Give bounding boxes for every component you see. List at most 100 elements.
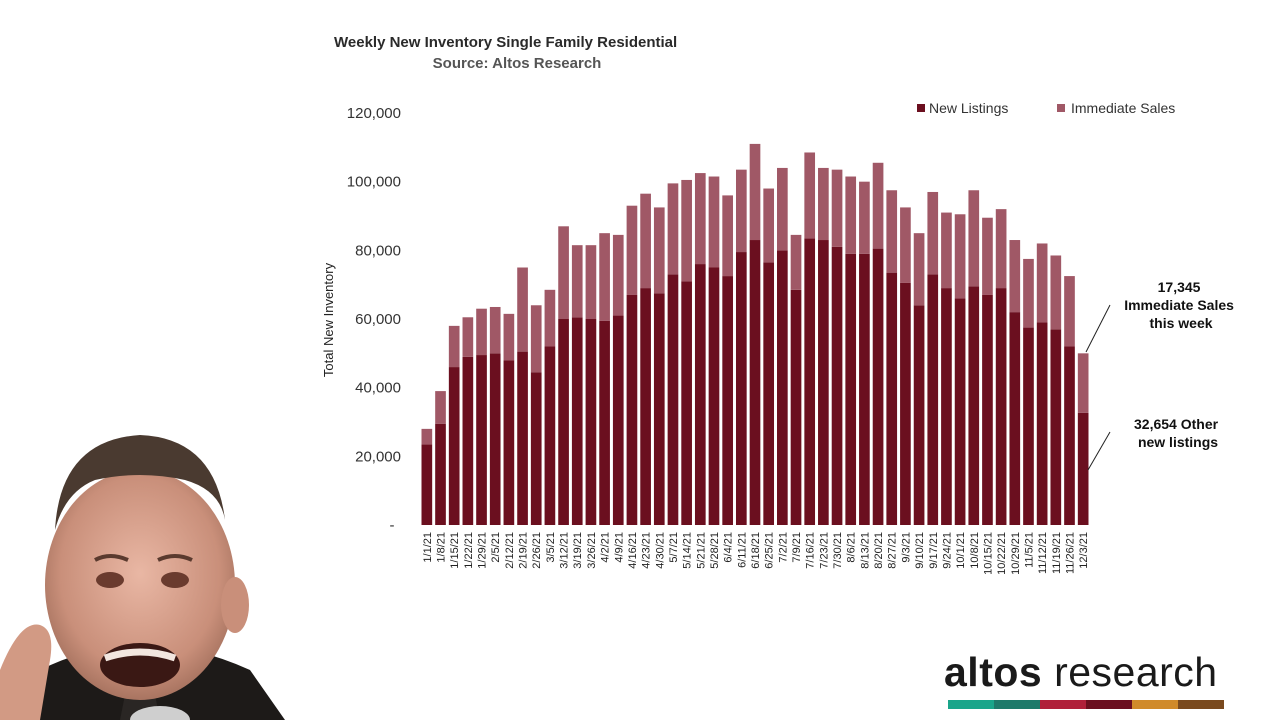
x-tick-label: 1/1/21	[422, 532, 434, 563]
x-tick-label: 1/22/21	[463, 532, 475, 569]
bar-new-listings	[872, 248, 884, 525]
y-tick-label: 100,000	[347, 174, 401, 191]
bar-immediate-sales	[612, 234, 624, 316]
annotation-other-listings-leader	[1087, 431, 1111, 471]
bar-immediate-sales	[831, 169, 843, 247]
annotations: 17,345 Immediate Sales this week 32,654 …	[1085, 279, 1238, 471]
bar-new-listings	[1050, 329, 1062, 525]
bar-new-listings	[927, 274, 939, 525]
x-tick-label: 10/15/21	[982, 532, 994, 575]
bar-immediate-sales	[653, 207, 665, 294]
bar-new-listings	[1009, 312, 1021, 525]
bar-immediate-sales	[517, 267, 528, 352]
bar-new-listings	[968, 286, 980, 525]
bar-immediate-sales	[735, 169, 747, 253]
bar-new-listings	[421, 444, 433, 525]
bars-group	[421, 143, 1089, 526]
bar-new-listings	[777, 250, 788, 525]
bar-new-listings	[790, 289, 802, 525]
x-tick-label: 11/12/21	[1037, 532, 1049, 574]
x-tick-label: 4/23/21	[641, 532, 653, 569]
altos-research-logo: altos research	[944, 649, 1226, 713]
x-tick-label: 12/3/21	[1078, 532, 1090, 569]
logo-stripe-segment	[1086, 700, 1132, 709]
annotation-immediate-sales-leader	[1085, 304, 1111, 353]
x-tick-label: 8/20/21	[873, 532, 885, 569]
bar-new-listings	[735, 252, 747, 526]
bar-immediate-sales	[544, 289, 556, 347]
annotation-other-listings: 32,654 Other new listings	[1134, 416, 1222, 450]
x-tick-label: 2/12/21	[504, 532, 516, 569]
logo-stripe-segment	[994, 700, 1040, 709]
y-axis-label: Total New Inventory	[321, 262, 336, 377]
bar-immediate-sales	[489, 306, 501, 354]
x-tick-label: 10/22/21	[996, 532, 1008, 575]
x-tick-label: 11/26/21	[1064, 532, 1076, 574]
bar-new-listings	[845, 253, 857, 525]
bar-new-listings	[1036, 322, 1048, 525]
y-tick-label: -	[390, 517, 395, 534]
annotation-immediate-sales: 17,345 Immediate Sales this week	[1124, 279, 1238, 331]
y-tick-label: 80,000	[355, 242, 401, 259]
bar-new-listings	[558, 319, 569, 525]
bar-new-listings	[544, 346, 556, 525]
x-tick-label: 1/8/21	[436, 532, 448, 563]
bar-new-listings	[612, 315, 624, 525]
x-tick-label: 3/19/21	[572, 532, 584, 569]
bar-new-listings	[462, 356, 474, 525]
bar-immediate-sales	[927, 191, 939, 275]
bar-immediate-sales	[859, 181, 870, 254]
bar-immediate-sales	[503, 313, 515, 361]
bar-new-listings	[941, 288, 952, 525]
x-tick-label: 2/5/21	[490, 532, 502, 563]
bar-new-listings	[599, 320, 610, 525]
bar-immediate-sales	[571, 245, 583, 318]
bar-immediate-sales	[900, 207, 911, 283]
bar-immediate-sales	[558, 226, 569, 319]
bar-new-listings	[476, 355, 487, 525]
bar-immediate-sales	[530, 305, 542, 373]
x-tick-label: 4/30/21	[654, 532, 666, 569]
logo-stripe-segment	[1040, 700, 1086, 709]
x-tick-label: 8/6/21	[846, 532, 858, 563]
x-tick-label: 2/26/21	[531, 532, 543, 569]
x-tick-label: 8/13/21	[859, 532, 871, 569]
bar-immediate-sales	[667, 183, 679, 275]
x-tick-label: 3/12/21	[559, 532, 571, 569]
x-tick-label: 10/1/21	[955, 532, 967, 569]
bar-immediate-sales	[476, 308, 487, 356]
legend-label-new-listings: New Listings	[929, 100, 1008, 116]
legend-swatch-new-listings	[917, 104, 925, 112]
bar-immediate-sales	[462, 317, 474, 357]
x-tick-label: 10/8/21	[969, 532, 981, 569]
x-tick-label: 3/5/21	[545, 532, 557, 563]
chart-subtitle: Source: Altos Research	[432, 55, 602, 72]
presenter-video-icon	[0, 435, 285, 720]
bar-new-listings	[503, 360, 515, 525]
bar-immediate-sales	[804, 152, 816, 239]
x-tick-label: 6/18/21	[750, 532, 762, 569]
bar-immediate-sales	[777, 167, 788, 251]
bar-new-listings	[1077, 412, 1089, 525]
bar-immediate-sales	[886, 190, 898, 273]
x-tick-label: 7/30/21	[832, 532, 844, 569]
bar-immediate-sales	[448, 325, 460, 368]
bar-new-listings	[530, 372, 542, 525]
annotation-immediate-sales-line2: Immediate Sales	[1124, 297, 1234, 313]
bar-immediate-sales	[1064, 276, 1075, 347]
bar-immediate-sales	[421, 428, 433, 445]
bar-immediate-sales	[1077, 353, 1089, 413]
legend-label-immediate-sales: Immediate Sales	[1071, 100, 1175, 116]
y-tick-label: 120,000	[347, 105, 401, 122]
bar-new-listings	[571, 317, 583, 525]
bar-immediate-sales	[995, 209, 1007, 289]
bar-new-listings	[694, 264, 706, 525]
bar-new-listings	[640, 288, 651, 525]
x-tick-label: 4/2/21	[600, 532, 612, 563]
x-tick-label: 1/29/21	[477, 532, 489, 569]
bar-new-listings	[749, 240, 761, 525]
bar-new-listings	[1023, 327, 1034, 525]
bar-immediate-sales	[1036, 243, 1048, 323]
x-tick-label: 1/15/21	[449, 532, 461, 569]
bar-immediate-sales	[1023, 258, 1034, 328]
